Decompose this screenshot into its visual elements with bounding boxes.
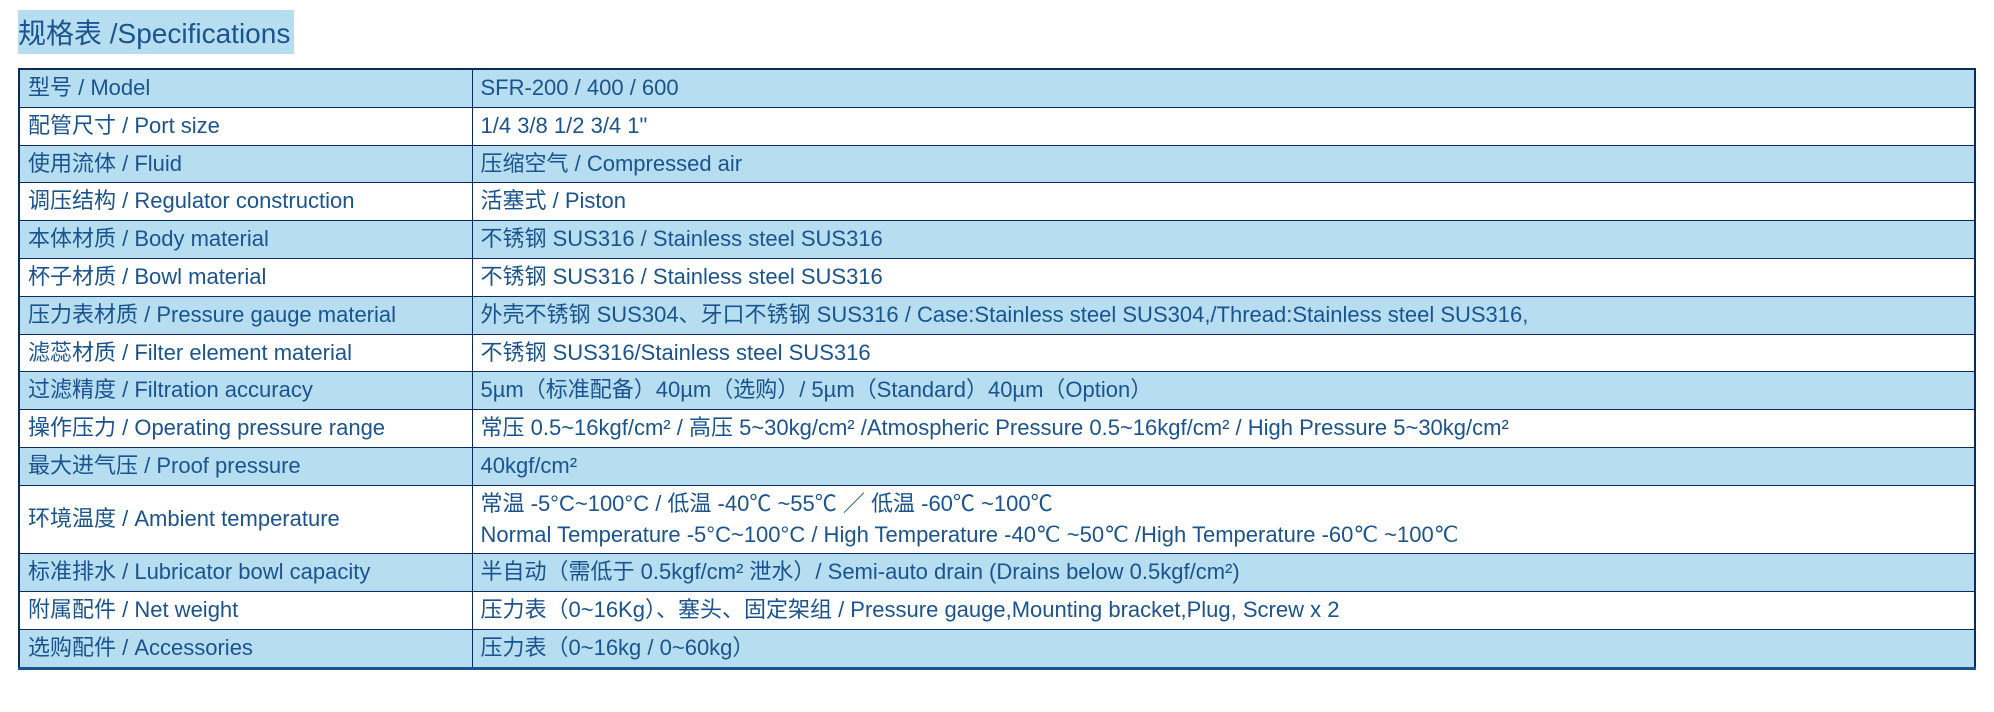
specifications-table: 型号 / ModelSFR-200 / 400 / 600配管尺寸 / Port…: [18, 68, 1976, 670]
specifications-table-body: 型号 / ModelSFR-200 / 400 / 600配管尺寸 / Port…: [19, 69, 1975, 668]
spec-label: 附属配件 / Net weight: [19, 592, 472, 630]
table-row: 配管尺寸 / Port size1/4 3/8 1/2 3/4 1": [19, 107, 1975, 145]
spec-label: 杯子材质 / Bowl material: [19, 258, 472, 296]
spec-value: 压缩空气 / Compressed air: [472, 145, 1975, 183]
spec-label: 最大进气压 / Proof pressure: [19, 447, 472, 485]
spec-value: 40kgf/cm²: [472, 447, 1975, 485]
spec-value: 不锈钢 SUS316 / Stainless steel SUS316: [472, 221, 1975, 259]
spec-label: 调压结构 / Regulator construction: [19, 183, 472, 221]
spec-label: 配管尺寸 / Port size: [19, 107, 472, 145]
spec-value: 活塞式 / Piston: [472, 183, 1975, 221]
spec-value: SFR-200 / 400 / 600: [472, 69, 1975, 107]
spec-value: 常温 -5°C~100°C / 低温 -40℃ ~55℃ ／ 低温 -60℃ ~…: [472, 485, 1975, 554]
table-row: 压力表材质 / Pressure gauge material外壳不锈钢 SUS…: [19, 296, 1975, 334]
table-row: 杯子材质 / Bowl material不锈钢 SUS316 / Stainle…: [19, 258, 1975, 296]
spec-value: 外壳不锈钢 SUS304、牙口不锈钢 SUS316 / Case:Stainle…: [472, 296, 1975, 334]
spec-label: 选购配件 / Accessories: [19, 629, 472, 668]
table-row: 调压结构 / Regulator construction活塞式 / Pisto…: [19, 183, 1975, 221]
spec-value: 不锈钢 SUS316/Stainless steel SUS316: [472, 334, 1975, 372]
table-row: 标准排水 / Lubricator bowl capacity半自动（需低于 0…: [19, 554, 1975, 592]
table-row: 使用流体 / Fluid压缩空气 / Compressed air: [19, 145, 1975, 183]
spec-value: 1/4 3/8 1/2 3/4 1": [472, 107, 1975, 145]
spec-value: 压力表（0~16kg / 0~60kg）: [472, 629, 1975, 668]
spec-value: 压力表（0~16Kg）、塞头、固定架组 / Pressure gauge,Mou…: [472, 592, 1975, 630]
spec-label: 标准排水 / Lubricator bowl capacity: [19, 554, 472, 592]
table-row: 环境温度 / Ambient temperature常温 -5°C~100°C …: [19, 485, 1975, 554]
table-row: 过滤精度 / Filtration accuracy5µm（标准配备）40µm（…: [19, 372, 1975, 410]
spec-value: 半自动（需低于 0.5kgf/cm² 泄水）/ Semi-auto drain …: [472, 554, 1975, 592]
page-title: 规格表 /Specifications: [18, 10, 294, 54]
spec-label: 滤蕊材质 / Filter element material: [19, 334, 472, 372]
spec-label: 过滤精度 / Filtration accuracy: [19, 372, 472, 410]
table-row: 操作压力 / Operating pressure range常压 0.5~16…: [19, 410, 1975, 448]
table-row: 型号 / ModelSFR-200 / 400 / 600: [19, 69, 1975, 107]
spec-label: 本体材质 / Body material: [19, 221, 472, 259]
spec-value: 5µm（标准配备）40µm（选购）/ 5µm（Standard）40µm（Opt…: [472, 372, 1975, 410]
spec-label: 型号 / Model: [19, 69, 472, 107]
table-row: 选购配件 / Accessories压力表（0~16kg / 0~60kg）: [19, 629, 1975, 668]
spec-label: 环境温度 / Ambient temperature: [19, 485, 472, 554]
spec-label: 使用流体 / Fluid: [19, 145, 472, 183]
table-row: 最大进气压 / Proof pressure40kgf/cm²: [19, 447, 1975, 485]
table-row: 本体材质 / Body material不锈钢 SUS316 / Stainle…: [19, 221, 1975, 259]
spec-label: 操作压力 / Operating pressure range: [19, 410, 472, 448]
table-row: 附属配件 / Net weight压力表（0~16Kg）、塞头、固定架组 / P…: [19, 592, 1975, 630]
spec-value: 不锈钢 SUS316 / Stainless steel SUS316: [472, 258, 1975, 296]
table-row: 滤蕊材质 / Filter element material不锈钢 SUS316…: [19, 334, 1975, 372]
spec-value: 常压 0.5~16kgf/cm² / 高压 5~30kg/cm² /Atmosp…: [472, 410, 1975, 448]
spec-label: 压力表材质 / Pressure gauge material: [19, 296, 472, 334]
